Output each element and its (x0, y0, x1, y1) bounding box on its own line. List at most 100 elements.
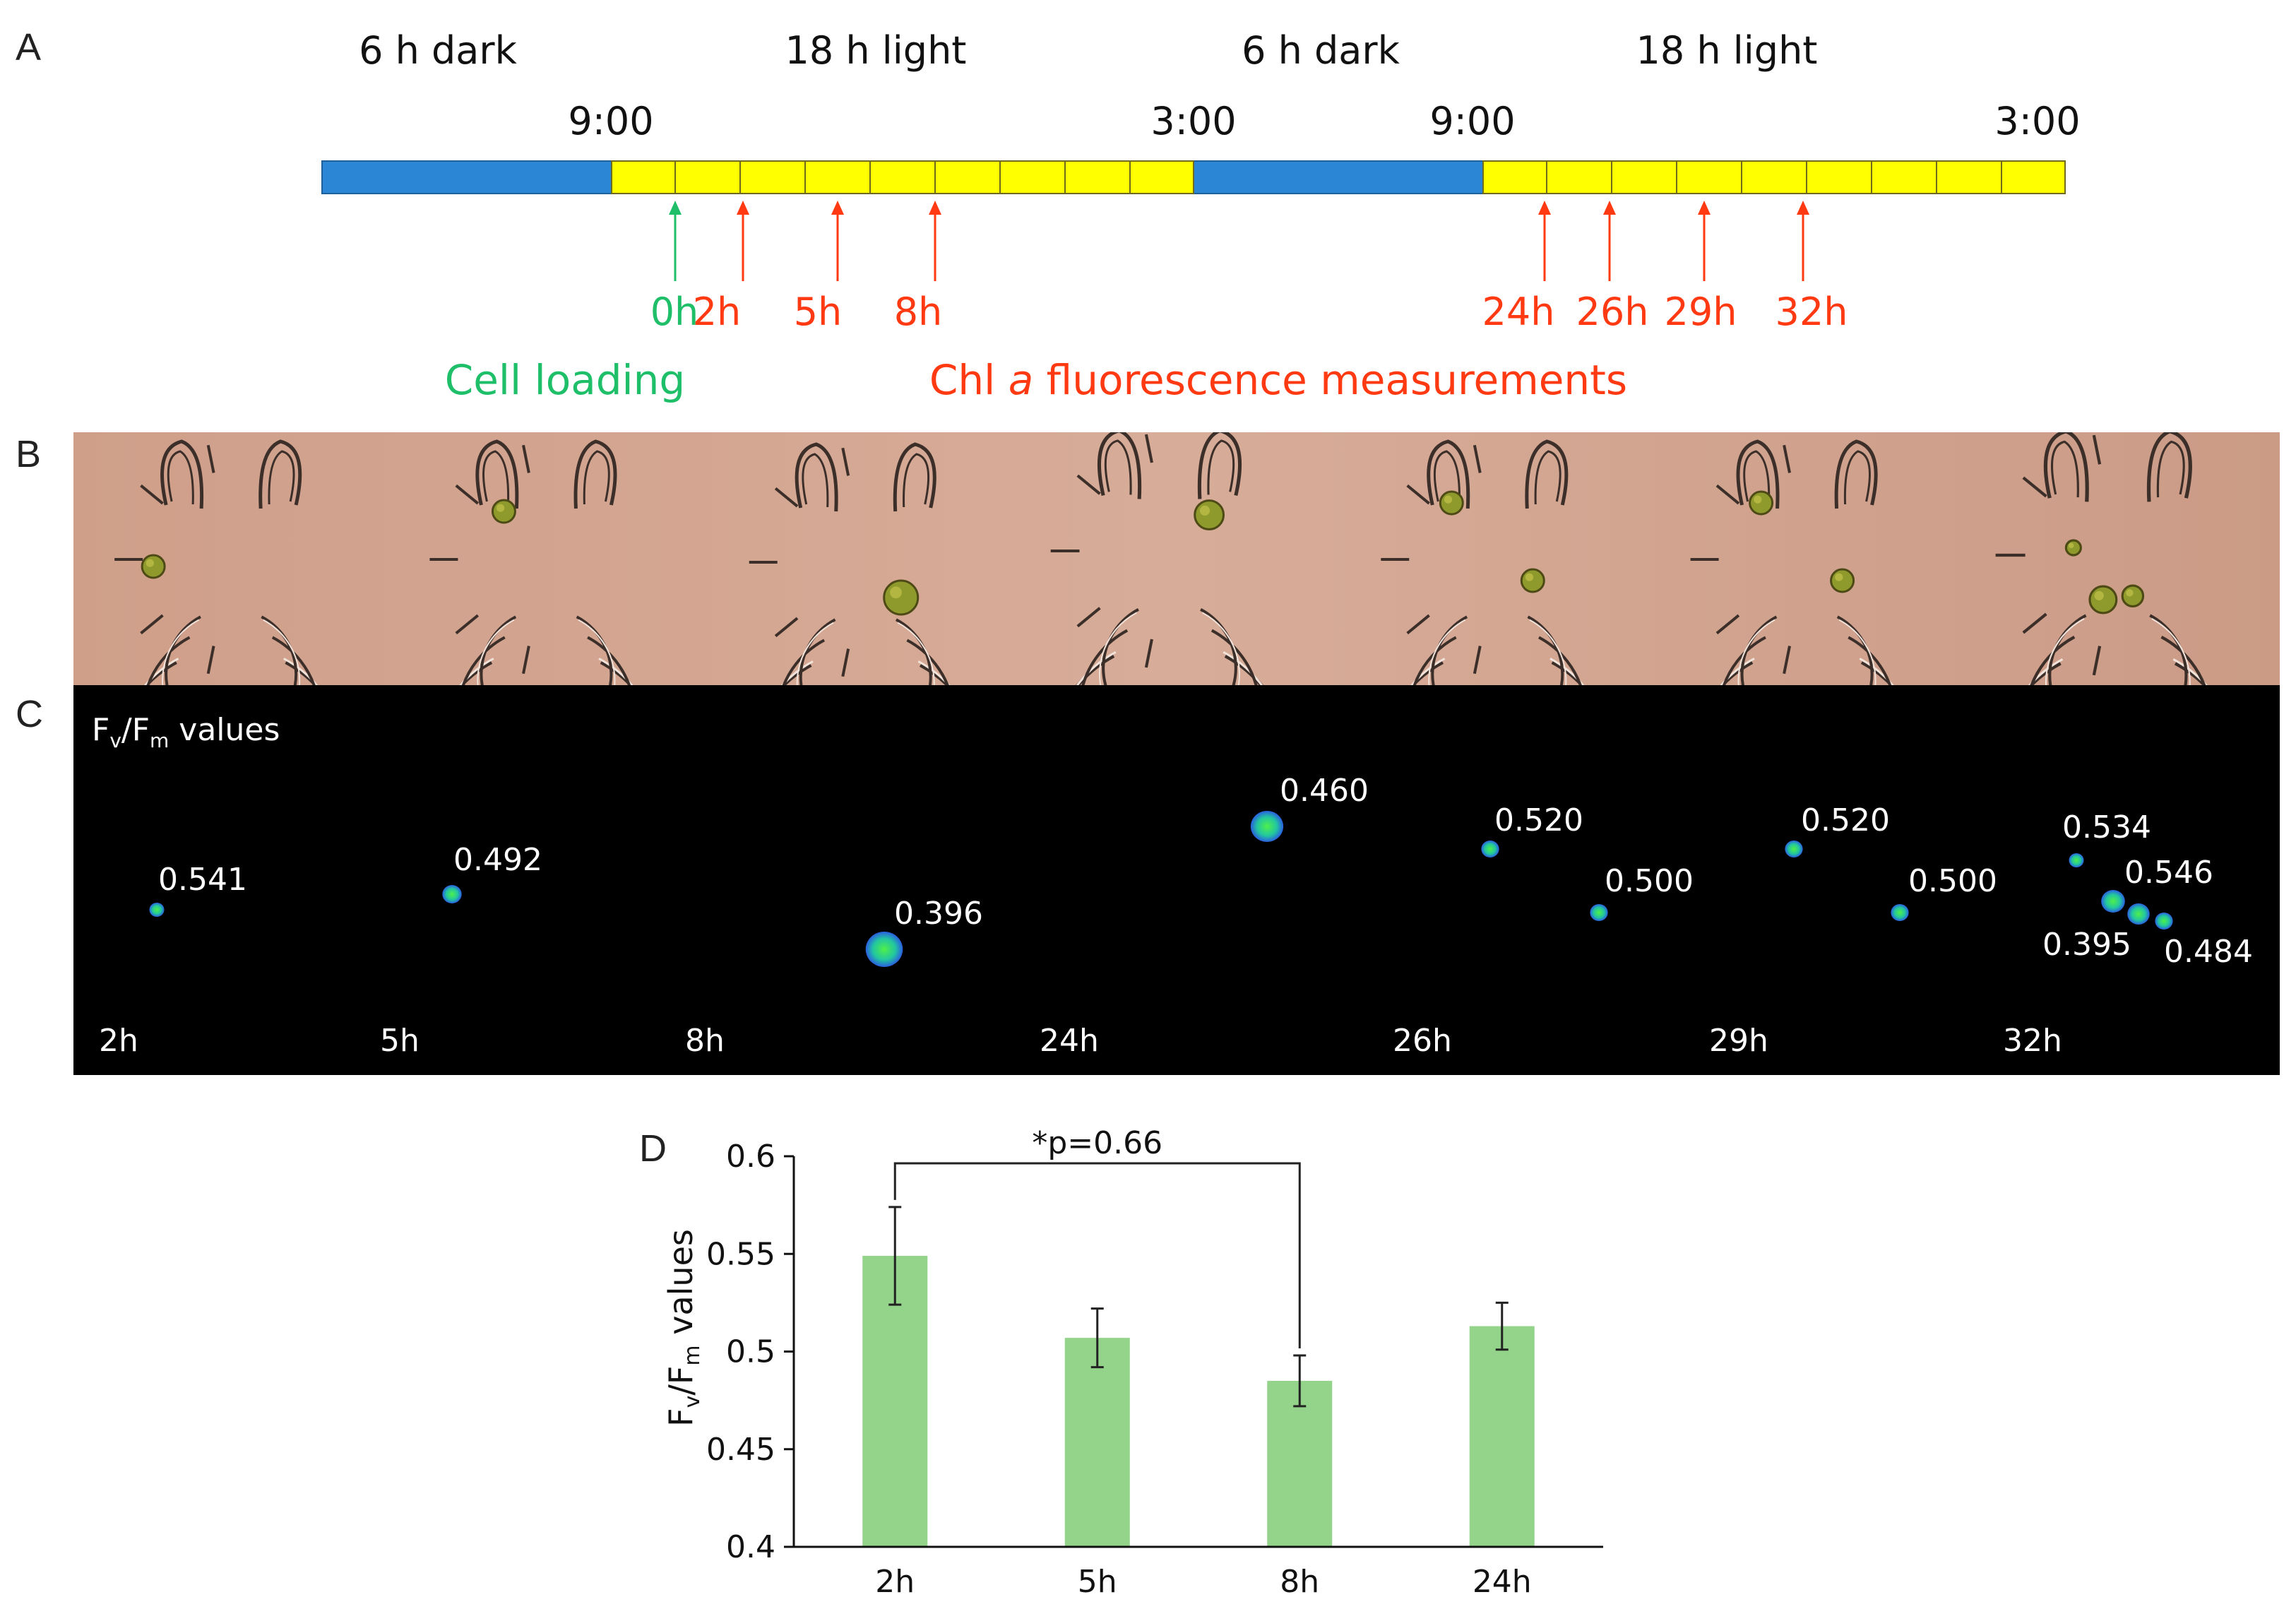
frame-time-26h: 26h (1393, 1023, 1452, 1059)
period-label-dark-1: 6 h dark (359, 28, 517, 73)
loading-caption: Cell loading (445, 356, 686, 404)
fv-value-8h: 0.396 (894, 896, 983, 932)
arrow-2h (737, 201, 749, 281)
light-hour-cell-1-8 (1064, 160, 1131, 194)
microtrap-frame-7 (1995, 432, 2208, 685)
bar-5h (1064, 1338, 1130, 1547)
measurement-caption-italic: a (1009, 356, 1034, 404)
light-hour-cell-1-7 (999, 160, 1066, 194)
fv-value-26h-a: 0.520 (1494, 802, 1583, 838)
light-hour-cell-1-5 (869, 160, 936, 194)
measurement-caption: Chl a fluorescence measurements (929, 356, 1627, 404)
fv-value-24h: 0.460 (1280, 773, 1369, 809)
cell-5-1 (1439, 490, 1464, 516)
fluorescence-title: Fv/Fm values (92, 712, 280, 752)
panel-label-c: C (16, 693, 43, 735)
frame-time-5h: 5h (380, 1023, 420, 1059)
fluor-cell-2h (149, 903, 165, 917)
error-bar-5h (1090, 1307, 1104, 1369)
bars (862, 1206, 1535, 1547)
light-hour-cell-2-8 (1936, 160, 2002, 194)
cell-7-3 (2064, 539, 2082, 557)
arrow-26h (1603, 201, 1616, 281)
y-tick-label-0: 0.4 (726, 1529, 775, 1565)
fv-value-32h-c: 0.395 (2042, 927, 2131, 963)
x-axis: 2h 5h 8h 24h (794, 1545, 1603, 1600)
period-label-light-2: 18 h light (1636, 28, 1818, 73)
micrograph-background (73, 432, 2280, 685)
fv-value-5h: 0.492 (453, 842, 542, 878)
frame-time-29h: 29h (1709, 1023, 1768, 1059)
fluor-cell-29h-a (1785, 841, 1803, 857)
ylabel-sub-v: v (680, 1396, 705, 1408)
fv-value-29h-a: 0.520 (1801, 802, 1890, 838)
bracket-line (893, 1162, 1301, 1349)
arrow-5h (831, 201, 844, 281)
arrow-29h (1698, 201, 1711, 281)
period-label-light-1: 18 h light (785, 28, 967, 73)
frame-time-32h: 32h (2003, 1023, 2062, 1059)
microtrap-frame-4 (1050, 432, 1263, 685)
fluor-cell-26h-a (1481, 841, 1499, 857)
x-tick-label-8h: 8h (1280, 1564, 1319, 1600)
x-tick-label-2h: 2h (875, 1564, 915, 1600)
fluor-cell-24h (1250, 811, 1284, 842)
light-hour-cell-2-3 (1611, 160, 1677, 194)
arrow-24h (1538, 201, 1551, 281)
marker-label-0h: 0h (650, 290, 699, 334)
fv-value-26h-b: 0.500 (1605, 863, 1694, 899)
cell-7-1 (2088, 585, 2118, 614)
light-hour-cell-2-2 (1546, 160, 1612, 194)
y-tick-label-1: 0.45 (706, 1432, 775, 1468)
light-hour-cell-2-6 (1806, 160, 1872, 194)
light-hour-cell-1-1 (611, 160, 676, 194)
fluor-cell-5h (442, 885, 462, 903)
marker-label-26h: 26h (1576, 290, 1649, 334)
panel-label-a: A (16, 26, 42, 69)
fluor-title-f: F (92, 712, 110, 748)
microtrap-frame-2 (429, 439, 634, 685)
microtrap-frame-1 (114, 439, 319, 685)
brightfield-micrographs (73, 432, 2280, 685)
cell-2-1 (491, 499, 516, 524)
fv-value-32h-d: 0.484 (2164, 934, 2253, 970)
fluor-cell-8h (865, 932, 903, 967)
light-hour-cell-2-4 (1676, 160, 1742, 194)
dark-segment-1 (321, 160, 612, 194)
cell-3-1 (883, 579, 920, 616)
y-axis: 0.4 0.45 0.5 0.55 0.6 (706, 1139, 795, 1565)
panel-label-b: B (16, 433, 42, 475)
time-label-1: 9:00 (568, 99, 653, 143)
fv-value-32h-a: 0.534 (2062, 809, 2151, 845)
error-bar-8h (1293, 1354, 1307, 1408)
fv-value-29h-b: 0.500 (1908, 863, 1997, 899)
frame-time-8h: 8h (685, 1023, 725, 1059)
arrow-32h (1797, 201, 1809, 281)
fluorescence-images: Fv/Fm values 0.541 0.492 0.396 0.460 0.5… (73, 685, 2280, 1075)
measurement-caption-pre: Chl (929, 356, 1009, 404)
time-label-2: 3:00 (1150, 99, 1236, 143)
x-tick-label-5h: 5h (1078, 1564, 1117, 1600)
fv-value-32h-b: 0.546 (2124, 855, 2213, 891)
ylabel-slash: /F (662, 1366, 700, 1396)
x-tick-label-24h: 24h (1473, 1564, 1532, 1600)
microtrap-frame-5 (1381, 439, 1585, 685)
cells-group (149, 811, 2173, 967)
cell-1-1 (141, 554, 166, 579)
marker-label-29h: 29h (1665, 290, 1737, 334)
cell-6-2 (1830, 568, 1855, 593)
light-hour-cell-1-2 (674, 160, 741, 194)
arrow-0h (669, 201, 682, 281)
fluor-title-slash: /F (121, 712, 150, 748)
error-bar-24h (1495, 1301, 1509, 1351)
light-hour-cell-2-7 (1871, 160, 1937, 194)
ylabel-f: F (662, 1408, 700, 1426)
time-label-4: 3:00 (1994, 99, 2080, 143)
arrow-8h (929, 201, 941, 281)
panel-label-d: D (639, 1127, 667, 1170)
fluor-cell-32h-c (2127, 903, 2150, 925)
cell-6-1 (1749, 490, 1774, 516)
period-label-dark-2: 6 h dark (1242, 28, 1400, 73)
y-axis-label: Fv/Fm values (662, 1229, 705, 1427)
cell-4-1 (1194, 499, 1225, 530)
